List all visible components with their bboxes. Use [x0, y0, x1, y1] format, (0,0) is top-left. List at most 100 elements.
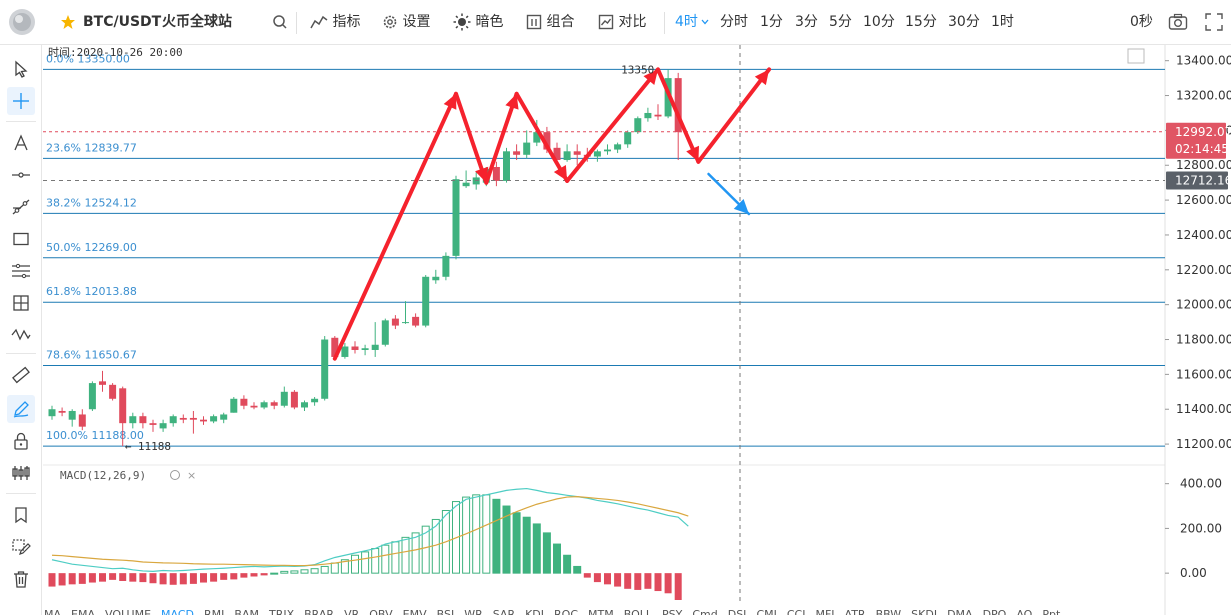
drawn-arrows[interactable]: [332, 67, 772, 361]
indicator-tabs: MA EMA VOLUME MACD RMI BAM TRIX BRAR VR OBV EMV BSI…: [44, 605, 1164, 615]
indicator-tab[interactable]: RMI: [204, 608, 225, 615]
interval-1h[interactable]: 1时: [991, 14, 1014, 30]
candle-body: [88, 383, 96, 410]
indicator-tab[interactable]: MFI: [815, 608, 835, 615]
indicators-button[interactable]: 指标: [310, 0, 360, 45]
indicator-tab[interactable]: BRAR: [304, 608, 335, 615]
screenshot-button[interactable]: [1168, 0, 1188, 45]
indicator-tab[interactable]: OBV: [369, 608, 393, 615]
indicator-tab[interactable]: BBW: [875, 608, 902, 615]
visibility-tool[interactable]: [7, 459, 35, 487]
macd-histogram-bar: [624, 573, 632, 589]
indicator-tab[interactable]: ROC: [554, 608, 579, 615]
indicator-settings-icon[interactable]: [170, 470, 180, 480]
interval-3m[interactable]: 3分: [795, 14, 818, 30]
brush-tool[interactable]: [7, 395, 35, 423]
macd-dea-line: [51, 496, 689, 567]
measure-tool[interactable]: [7, 361, 35, 389]
indicator-tab[interactable]: CMI: [756, 608, 777, 615]
macd-histogram-bar: [532, 523, 541, 574]
candle-body: [280, 391, 288, 406]
cursor-tool[interactable]: [7, 55, 35, 83]
indicator-tab[interactable]: EMV: [402, 608, 427, 615]
camera-icon: [1168, 13, 1188, 30]
drawing-templates-icon: [12, 539, 31, 555]
indicator-tab[interactable]: PSY: [662, 608, 683, 615]
indicator-tab[interactable]: DMA: [947, 608, 973, 615]
parallel-channel-tool[interactable]: [7, 257, 35, 285]
interval-4h[interactable]: 4时: [675, 0, 710, 45]
interval-10m[interactable]: 10分: [863, 14, 895, 30]
app-logo-icon: [8, 0, 36, 45]
indicator-tab[interactable]: BSI: [436, 608, 455, 615]
interval-1m[interactable]: 1分: [760, 14, 783, 30]
delete-drawings-tool[interactable]: [7, 565, 35, 593]
fullscreen-button[interactable]: [1205, 0, 1223, 45]
settings-button[interactable]: 设置: [382, 0, 430, 45]
rectangle-tool[interactable]: [7, 225, 35, 253]
expand-pane-icon[interactable]: [1127, 48, 1145, 64]
interval-30m[interactable]: 30分: [948, 14, 980, 30]
indicator-tab[interactable]: MACD: [161, 608, 195, 615]
indicator-tab[interactable]: AO: [1016, 608, 1033, 615]
indicator-tab[interactable]: DPO: [982, 608, 1007, 615]
indicator-tab[interactable]: KDJ: [525, 608, 545, 615]
trend-line-tool[interactable]: [7, 193, 35, 221]
wave-tool[interactable]: [7, 321, 35, 349]
indicator-tab[interactable]: SAR: [492, 608, 516, 615]
theme-toggle-button[interactable]: 暗色: [453, 0, 503, 45]
templates-tool[interactable]: [7, 533, 35, 561]
macd-histogram-bar: [270, 572, 279, 575]
layout-button[interactable]: 组合: [526, 0, 574, 45]
interval-timeline[interactable]: 分时: [720, 14, 748, 30]
macd-histogram-bar: [351, 554, 359, 574]
zigzag-icon: [11, 328, 31, 341]
indicator-tab[interactable]: TRIX: [268, 608, 295, 615]
indicator-tab[interactable]: MA: [44, 608, 62, 615]
interval-5m[interactable]: 5分: [829, 14, 852, 30]
macd-histogram-bar: [210, 573, 218, 582]
fib-level-label: 0.0% 13350.00: [46, 52, 130, 65]
favorite-star-icon[interactable]: [60, 0, 76, 45]
interval-15m[interactable]: 15分: [905, 14, 937, 30]
lock-tool[interactable]: [7, 427, 35, 455]
candle-body: [412, 316, 420, 326]
fib-grid-tool[interactable]: [7, 289, 35, 317]
symbol-name[interactable]: BTC/USDT: [83, 14, 162, 30]
price-tick-label: 12000.00: [1176, 298, 1231, 312]
symbol-search-icon[interactable]: [272, 0, 288, 45]
indicator-tab[interactable]: BOLL: [623, 608, 652, 615]
indicator-tab[interactable]: DSI: [727, 608, 747, 615]
macd-dif-line: [51, 487, 689, 572]
fibonacci-retracement[interactable]: 0.0% 13350.00 23.6% 12839.77 38.2% 12524.1…: [43, 52, 1165, 447]
indicator-tab[interactable]: MTM: [588, 608, 614, 615]
compare-button[interactable]: 对比: [598, 0, 646, 45]
price-axis[interactable]: 13400.0013200.0013000.0012800.0012600.00…: [1165, 54, 1231, 451]
candle-body: [119, 388, 127, 424]
bookmark-tool[interactable]: [7, 501, 35, 529]
macd-histogram-bar: [330, 562, 339, 574]
indicator-tab[interactable]: WR: [464, 608, 483, 615]
macd-histogram-bar: [240, 573, 248, 578]
rectangle-icon: [13, 232, 29, 246]
macd-histogram-bar: [300, 569, 309, 574]
price-tick-label: 11800.00: [1176, 333, 1231, 347]
indicator-tab[interactable]: SKDJ: [911, 608, 938, 615]
price-tick-label: 11600.00: [1176, 367, 1231, 381]
close-indicator-icon[interactable]: ×: [187, 469, 196, 482]
indicator-tab[interactable]: EMA: [71, 608, 95, 615]
indicator-tab[interactable]: VR: [344, 608, 360, 615]
indicator-tab[interactable]: Ppt: [1042, 608, 1061, 615]
crosshair-tool[interactable]: [7, 87, 35, 115]
indicator-tab[interactable]: Cmd: [692, 608, 718, 615]
macd-histogram-bar: [604, 573, 611, 585]
candle-body: [624, 132, 632, 145]
indicator-tab[interactable]: BAM: [234, 608, 259, 615]
text-tool[interactable]: [7, 129, 35, 157]
horizontal-line-tool[interactable]: [7, 161, 35, 189]
indicator-tab[interactable]: VOLUME: [104, 608, 152, 615]
indicator-tab[interactable]: ATR: [844, 608, 866, 615]
macd-histogram-bar: [290, 570, 299, 574]
indicator-tab[interactable]: CCI: [786, 608, 806, 615]
